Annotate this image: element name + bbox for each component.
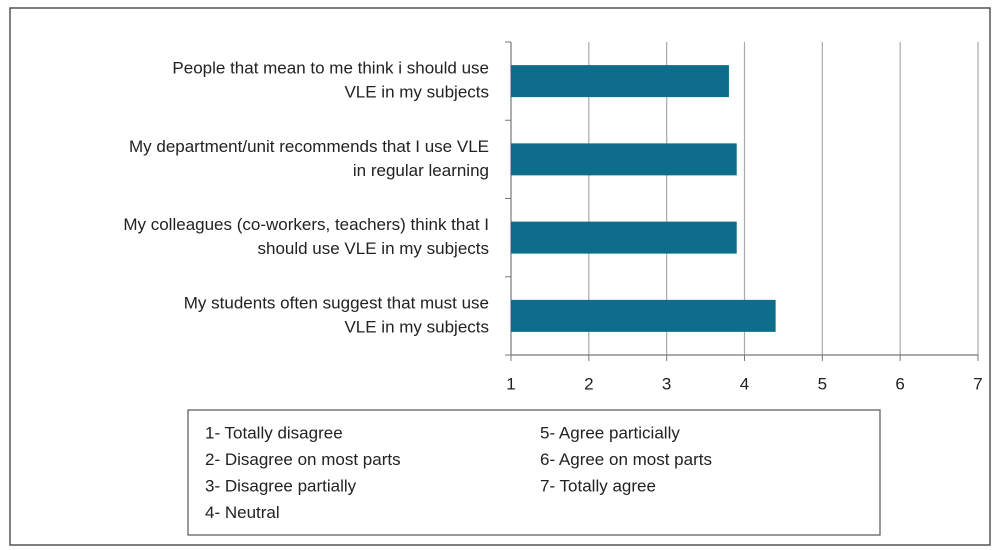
y-tick-label: VLE in my subjects [344, 83, 489, 102]
scale-legend-item: 4- Neutral [205, 503, 280, 522]
y-tick-label: My department/unit recommends that I use… [129, 137, 489, 156]
bar [511, 143, 737, 176]
y-tick-label: My colleagues (co-workers, teachers) thi… [123, 215, 489, 234]
y-tick-label: should use VLE in my subjects [257, 239, 489, 258]
scale-legend-item: 3- Disagree partially [205, 476, 357, 495]
bar [511, 221, 737, 254]
x-tick-label: 1 [506, 374, 515, 393]
x-tick-label: 5 [818, 374, 827, 393]
y-tick-label: My students often suggest that must use [184, 293, 489, 312]
y-tick-label: in regular learning [353, 161, 489, 180]
y-tick-label: VLE in my subjects [344, 317, 489, 336]
bar [511, 299, 776, 332]
bar [511, 65, 729, 98]
x-tick-label: 3 [662, 374, 671, 393]
x-tick-label: 4 [740, 374, 749, 393]
scale-legend-item: 6- Agree on most parts [540, 450, 712, 469]
scale-legend-box [187, 409, 881, 536]
scale-legend-item: 5- Agree particially [540, 423, 680, 442]
y-tick-label: People that mean to me think i should us… [172, 59, 489, 78]
scale-legend-item: 2- Disagree on most parts [205, 450, 401, 469]
x-tick-label: 2 [584, 374, 593, 393]
x-tick-label: 6 [895, 374, 904, 393]
scale-legend-item: 7- Totally agree [540, 476, 656, 495]
scale-legend-item: 1- Totally disagree [205, 423, 343, 442]
x-tick-label: 7 [973, 374, 982, 393]
